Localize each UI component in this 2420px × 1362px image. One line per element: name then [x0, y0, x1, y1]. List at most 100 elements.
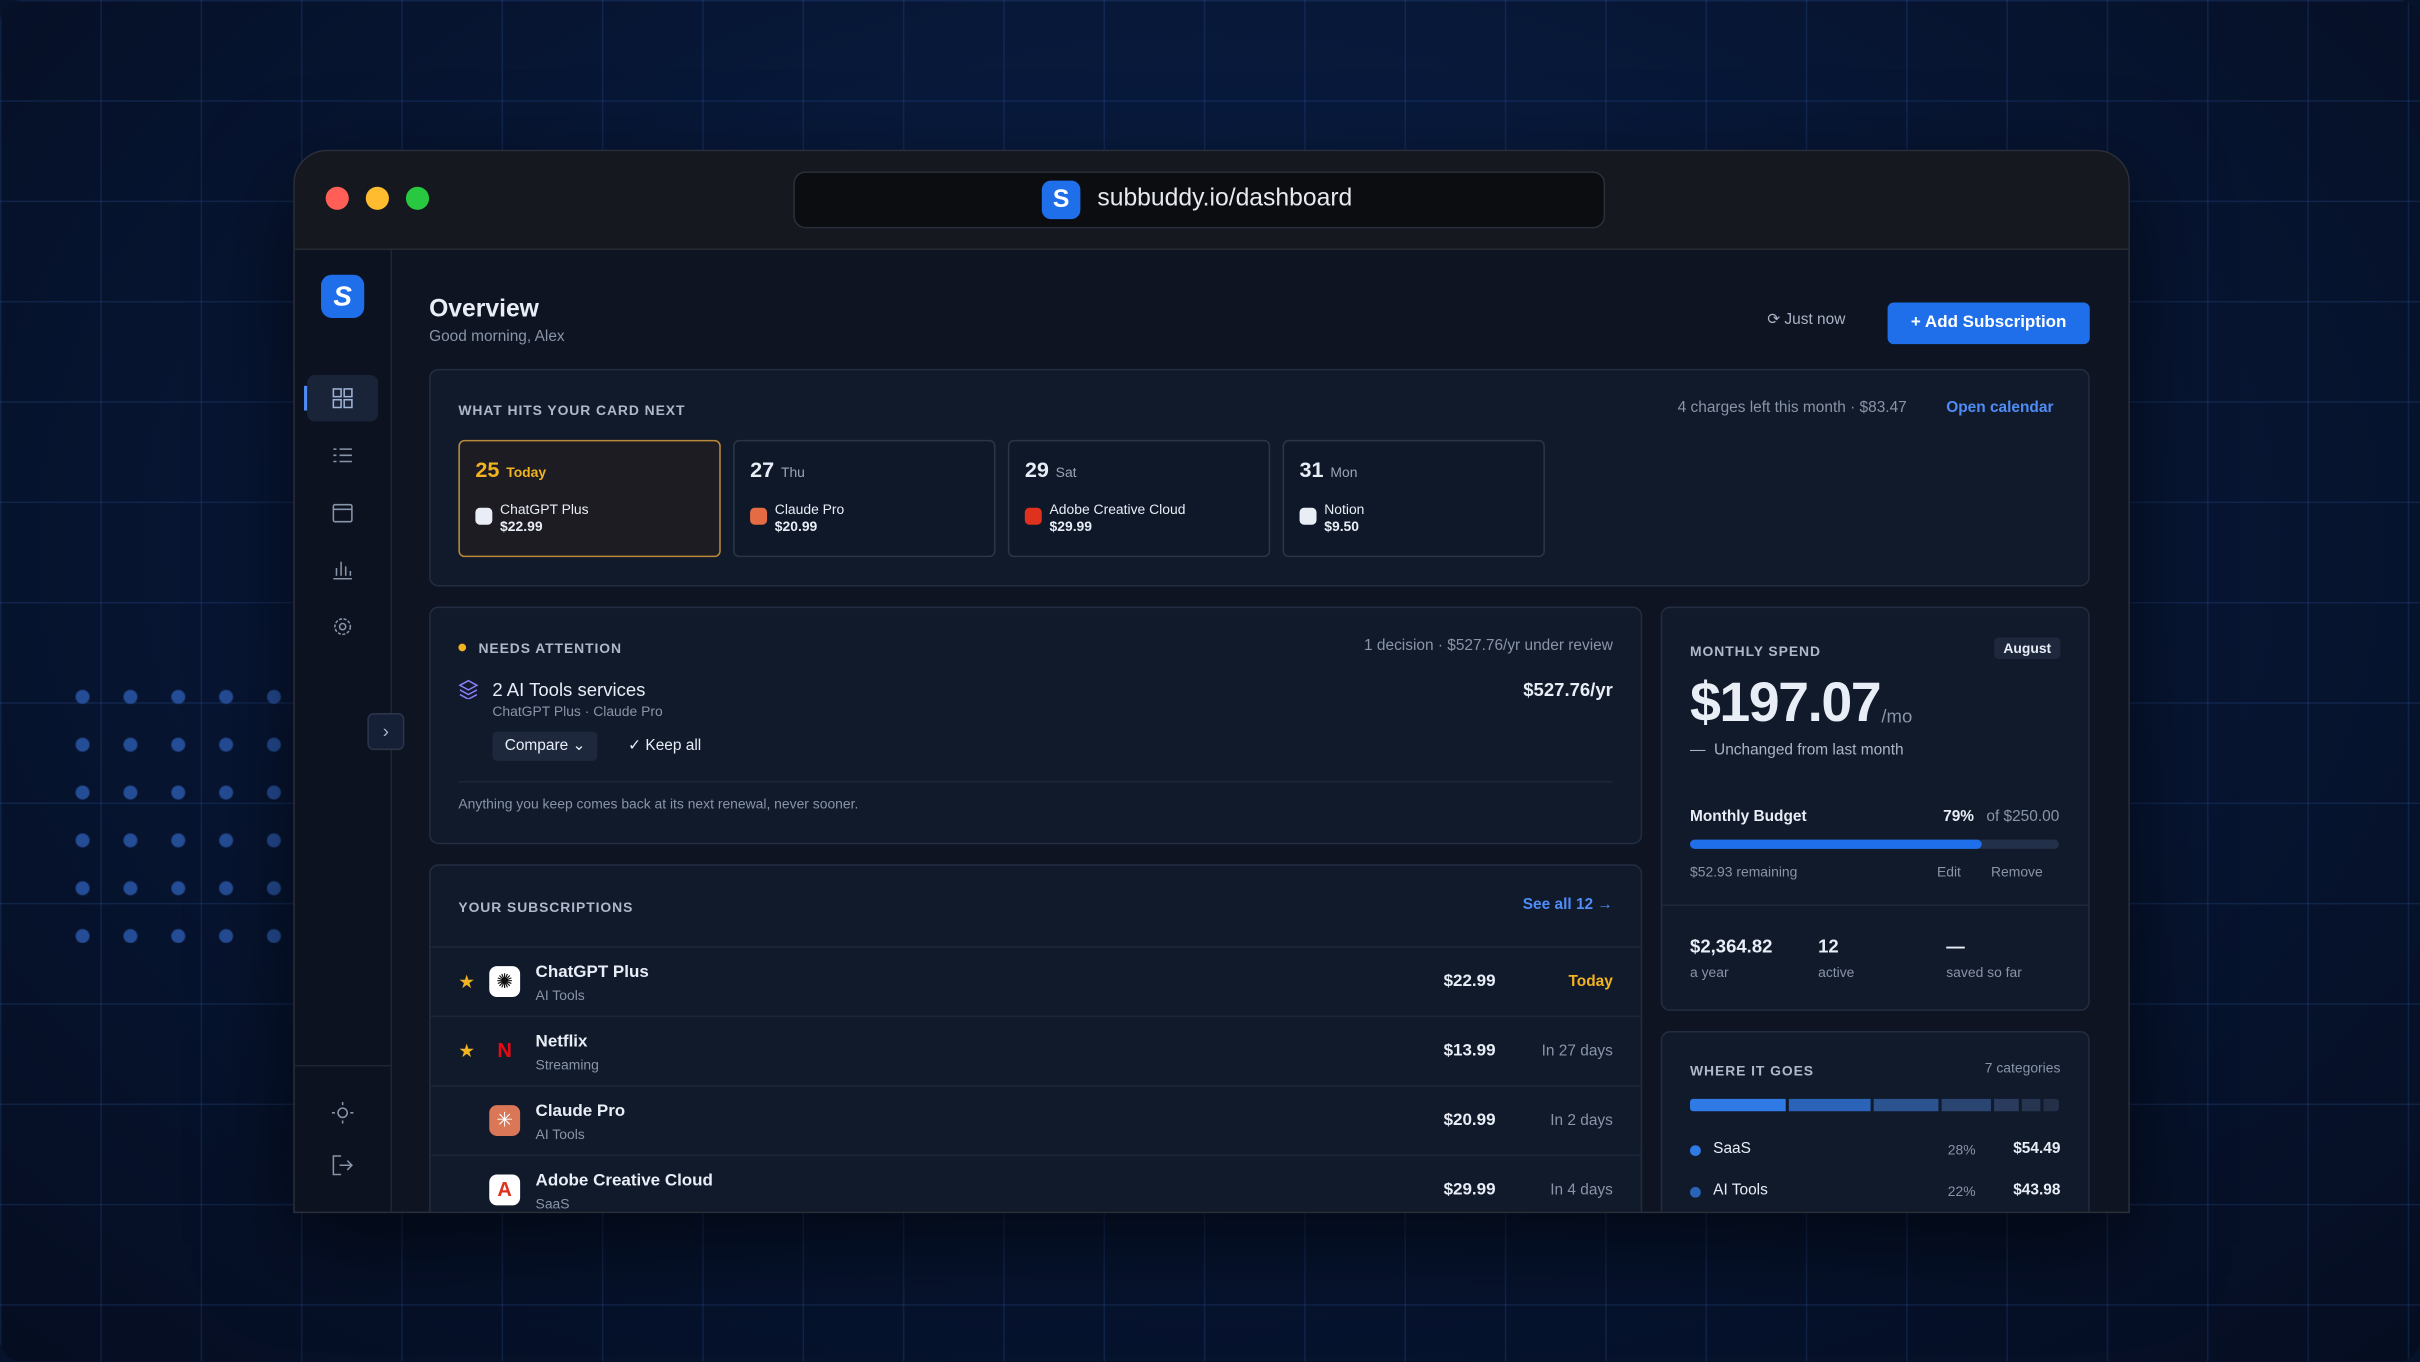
- browser-window: S subbuddy.io/dashboard S › Overview Goo…: [293, 149, 2130, 1214]
- change-text: Unchanged from last month: [1714, 742, 1904, 760]
- button-label: Add Subscription: [1924, 313, 2067, 332]
- nav-list[interactable]: [307, 432, 378, 478]
- category-count: 7 categories: [1984, 1060, 2061, 1076]
- spend-panel: MONTHLY SPEND August $197.07 /mo — Uncha…: [1660, 606, 2090, 1011]
- nav-dashboard[interactable]: [304, 375, 379, 422]
- upcoming-card[interactable]: 29 Sat Adobe Creative Cloud $29.99: [1007, 439, 1271, 558]
- favorite-star[interactable]: ★: [458, 970, 476, 993]
- upcoming-panel: WHAT HITS YOUR CARD NEXT 4 charges left …: [429, 368, 2090, 587]
- card-price: $22.99: [500, 518, 543, 535]
- favorite-star[interactable]: ★: [458, 1040, 476, 1062]
- budget-total: of $250.00: [1986, 808, 2060, 826]
- nav-calendar[interactable]: [307, 489, 378, 535]
- add-subscription-button[interactable]: + Add Subscription: [1887, 302, 2090, 345]
- edit-budget[interactable]: Edit: [1936, 864, 1961, 880]
- upcoming-card[interactable]: 25 Today ChatGPT Plus $22.99: [458, 439, 721, 558]
- theme-toggle[interactable]: [307, 1090, 378, 1136]
- close-button[interactable]: [325, 186, 349, 210]
- spend-amount: $197.07: [1690, 669, 1882, 734]
- card-service: Notion: [1324, 501, 1365, 518]
- budget-percent: 79%: [1943, 808, 1975, 826]
- subscription-row[interactable]: ★ N Netflix Streaming $13.99 In 27 days: [430, 1015, 1641, 1085]
- logout[interactable]: [307, 1142, 378, 1188]
- service-price: $22.99: [1443, 972, 1496, 991]
- nav-reports[interactable]: [307, 546, 378, 592]
- sync-text: Just now: [1784, 311, 1846, 329]
- card-weekday: Thu: [780, 464, 805, 480]
- card-service: ChatGPT Plus: [500, 501, 589, 518]
- renewal-due: In 4 days: [1550, 1182, 1613, 1200]
- keep-label: Keep all: [645, 737, 702, 755]
- main-content: Overview Good morning, Alex ⟳ Just now +…: [390, 250, 2128, 1212]
- upcoming-card[interactable]: 31 Mon Notion $9.50: [1282, 439, 1545, 558]
- service-price: $13.99: [1443, 1041, 1496, 1061]
- address-bar[interactable]: S subbuddy.io/dashboard: [793, 171, 1606, 229]
- service-icon: N: [497, 1038, 512, 1062]
- expand-button[interactable]: ›: [367, 713, 405, 751]
- stat-value: $2,364.82: [1690, 935, 1773, 957]
- section-title: WHAT HITS YOUR CARD NEXT: [458, 402, 686, 419]
- stat-label: a year: [1690, 964, 1729, 981]
- service-category: Streaming: [535, 1057, 599, 1073]
- service-icon: [750, 507, 768, 525]
- service-price: $29.99: [1443, 1180, 1496, 1200]
- title-bar: S subbuddy.io/dashboard: [294, 151, 2129, 251]
- renewal-due: In 27 days: [1541, 1043, 1613, 1061]
- stack-icon: [458, 679, 479, 700]
- compare-label: Compare: [504, 737, 569, 755]
- review-summary: 1 decision · $527.76/yr under review: [1364, 637, 1613, 655]
- service-icon: [1299, 507, 1317, 525]
- sync-status[interactable]: ⟳ Just now: [1767, 311, 1846, 329]
- card-weekday: Sat: [1055, 464, 1077, 480]
- stat-label: active: [1818, 964, 1855, 981]
- budget-remaining: $52.93 remaining: [1690, 864, 1798, 880]
- attention-item: 2 AI Tools services: [492, 679, 646, 701]
- greeting: Good morning, Alex: [429, 328, 565, 346]
- stat-label: saved so far: [1946, 964, 2022, 981]
- see-all-link[interactable]: See all 12 →: [1522, 896, 1613, 914]
- spend-unit: /mo: [1881, 705, 1913, 727]
- attention-amount: $527.76/yr: [1523, 679, 1613, 701]
- remove-budget[interactable]: Remove: [1990, 864, 2043, 880]
- subscription-row[interactable]: ✳ Claude Pro AI Tools $20.99 In 2 days: [430, 1085, 1641, 1154]
- app-logo[interactable]: S: [321, 274, 365, 318]
- month-badge[interactable]: August: [1994, 637, 2061, 660]
- section-title: MONTHLY SPEND: [1690, 643, 1821, 660]
- nav-settings[interactable]: [307, 603, 378, 649]
- budget-track: [1690, 839, 2059, 849]
- service-icon: [475, 507, 493, 525]
- category-name: SaaS: [1713, 1140, 1751, 1158]
- card-price: $9.50: [1324, 518, 1360, 535]
- service-name: ChatGPT Plus: [535, 963, 649, 982]
- subscription-row[interactable]: ★ ✺ ChatGPT Plus AI Tools $22.99 Today: [430, 946, 1641, 1015]
- subscription-row[interactable]: A Adobe Creative Cloud SaaS $29.99 In 4 days: [430, 1154, 1641, 1212]
- service-category: AI Tools: [535, 987, 585, 1004]
- compare-dropdown[interactable]: Compare ⌄: [492, 731, 598, 761]
- section-title: YOUR SUBSCRIPTIONS: [458, 899, 634, 916]
- card-day: 27: [750, 456, 775, 482]
- upcoming-card[interactable]: 27 Thu Claude Pro $20.99: [733, 439, 996, 558]
- sidebar: S ›: [294, 250, 405, 1212]
- service-category: AI Tools: [535, 1126, 585, 1143]
- section-title: WHERE IT GOES: [1690, 1063, 1814, 1079]
- subscriptions-panel: YOUR SUBSCRIPTIONS See all 12 → ★ ✺ ChatGP…: [429, 864, 1643, 1212]
- card-service: Claude Pro: [774, 501, 845, 518]
- service-name: Adobe Creative Cloud: [535, 1171, 713, 1190]
- service-icon: [1024, 507, 1042, 525]
- open-calendar-link[interactable]: Open calendar: [1946, 399, 2054, 417]
- minimize-button[interactable]: [365, 186, 389, 210]
- maximize-button[interactable]: [405, 186, 430, 210]
- service-name: Claude Pro: [535, 1101, 626, 1121]
- category-percent: 28%: [1947, 1142, 1976, 1158]
- section-title: NEEDS ATTENTION: [478, 640, 623, 656]
- keep-all-button[interactable]: ✓ Keep all: [628, 737, 702, 755]
- page-title: Overview: [429, 296, 539, 323]
- renewal-due: In 2 days: [1550, 1112, 1613, 1130]
- attention-panel: NEEDS ATTENTION 1 decision · $527.76/yr …: [429, 606, 1643, 845]
- see-all-label: See all 12: [1522, 896, 1594, 914]
- budget-fill: [1690, 839, 1982, 849]
- card-day: 25: [475, 456, 500, 482]
- category-amount: $54.49: [2013, 1140, 2061, 1158]
